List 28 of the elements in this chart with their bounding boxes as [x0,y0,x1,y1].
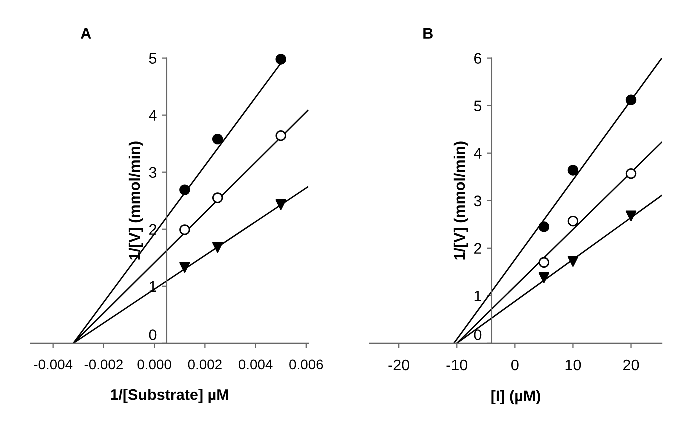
x-axis-title: [I] (µM) [492,390,540,405]
y-tick-label: 6 [474,53,482,64]
y-axis-title: 1/[V] (mmol/min) [128,142,144,260]
x-tick-label: -20 [388,360,410,371]
x-tick-label: 0.002 [188,360,222,370]
y-tick-label: 0 [474,330,482,340]
y-tick-label: 0 [149,330,157,340]
x-tick-label: -0.002 [84,360,123,370]
x-tick-label: 0.000 [138,360,172,370]
y-tick-label: 5 [149,53,157,64]
x-axis-title: 1/[Substrate] µM [111,389,228,404]
y-tick-label: 1 [474,290,482,302]
y-tick-label: 3 [149,167,157,178]
x-tick-label: 0 [512,360,519,371]
y-tick-label: 4 [149,110,157,121]
x-tick-label: 0.004 [238,360,273,370]
y-tick-label: 4 [474,148,482,159]
x-tick-label: 20 [624,360,640,371]
y-axis-title: 1/[V] (mmol/min) [454,142,468,260]
x-tick-label: 10 [566,360,582,371]
chart-title: B [424,28,433,39]
y-tick-label: 3 [474,196,482,207]
x-tick-label: -0.004 [34,360,73,370]
x-tick-label: -10 [446,360,468,371]
y-tick-label: 2 [474,243,482,254]
chart-title: A [81,28,92,39]
x-tick-label: 0.006 [290,360,324,370]
y-tick-label: 5 [474,100,482,112]
